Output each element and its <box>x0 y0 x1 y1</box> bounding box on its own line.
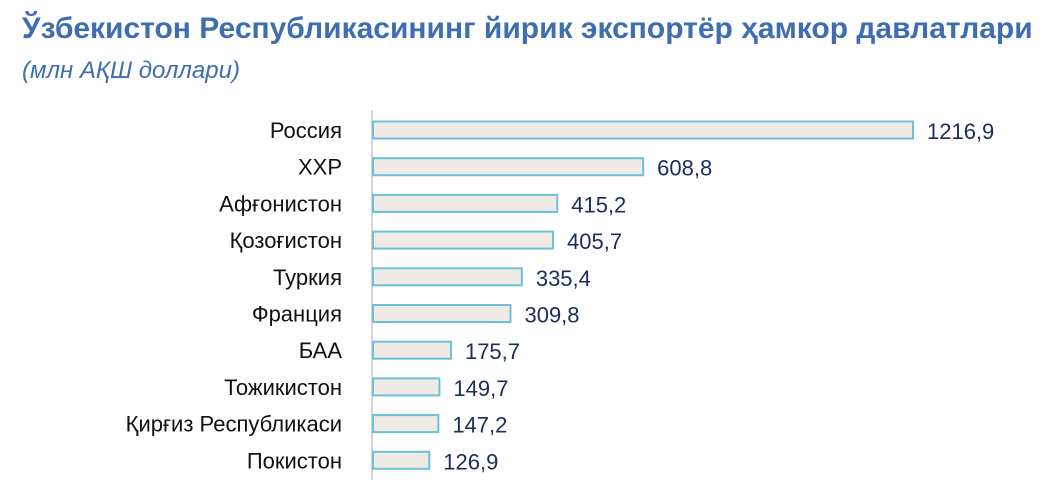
chart-title: Ўзбекистон Республикасининг йирик экспор… <box>22 12 1033 45</box>
bar <box>372 120 914 140</box>
bar <box>372 377 441 397</box>
category-label: ХХР <box>298 155 342 180</box>
bar <box>372 304 512 323</box>
value-label: 608,8 <box>657 156 712 181</box>
value-label: 309,8 <box>524 303 579 328</box>
bar <box>372 450 431 470</box>
bar <box>372 267 523 287</box>
value-label: 175,7 <box>465 339 520 364</box>
bar <box>372 414 440 434</box>
category-label: Россия <box>270 118 342 143</box>
category-label: Покистон <box>247 448 342 473</box>
bar <box>372 230 555 250</box>
value-label: 147,2 <box>452 413 507 438</box>
value-label: 126,9 <box>443 449 498 474</box>
value-label: 405,7 <box>567 229 622 254</box>
bar <box>372 157 645 177</box>
category-label: Тожикистон <box>224 375 342 400</box>
category-label: БАА <box>299 338 343 363</box>
category-label: Франция <box>252 302 342 327</box>
value-label: 415,2 <box>571 192 626 217</box>
bar <box>372 340 452 360</box>
value-label: 149,7 <box>453 376 508 401</box>
value-label: 335,4 <box>536 266 591 291</box>
bar <box>372 193 559 213</box>
category-label: Афғонистон <box>219 191 342 216</box>
value-label: 1216,9 <box>927 119 994 144</box>
category-label: Қирғиз Республикаси <box>126 412 342 437</box>
category-label: Туркия <box>273 265 342 290</box>
chart-subtitle: (млн АҚШ доллари) <box>22 57 240 84</box>
category-label: Қозоғистон <box>230 228 342 253</box>
